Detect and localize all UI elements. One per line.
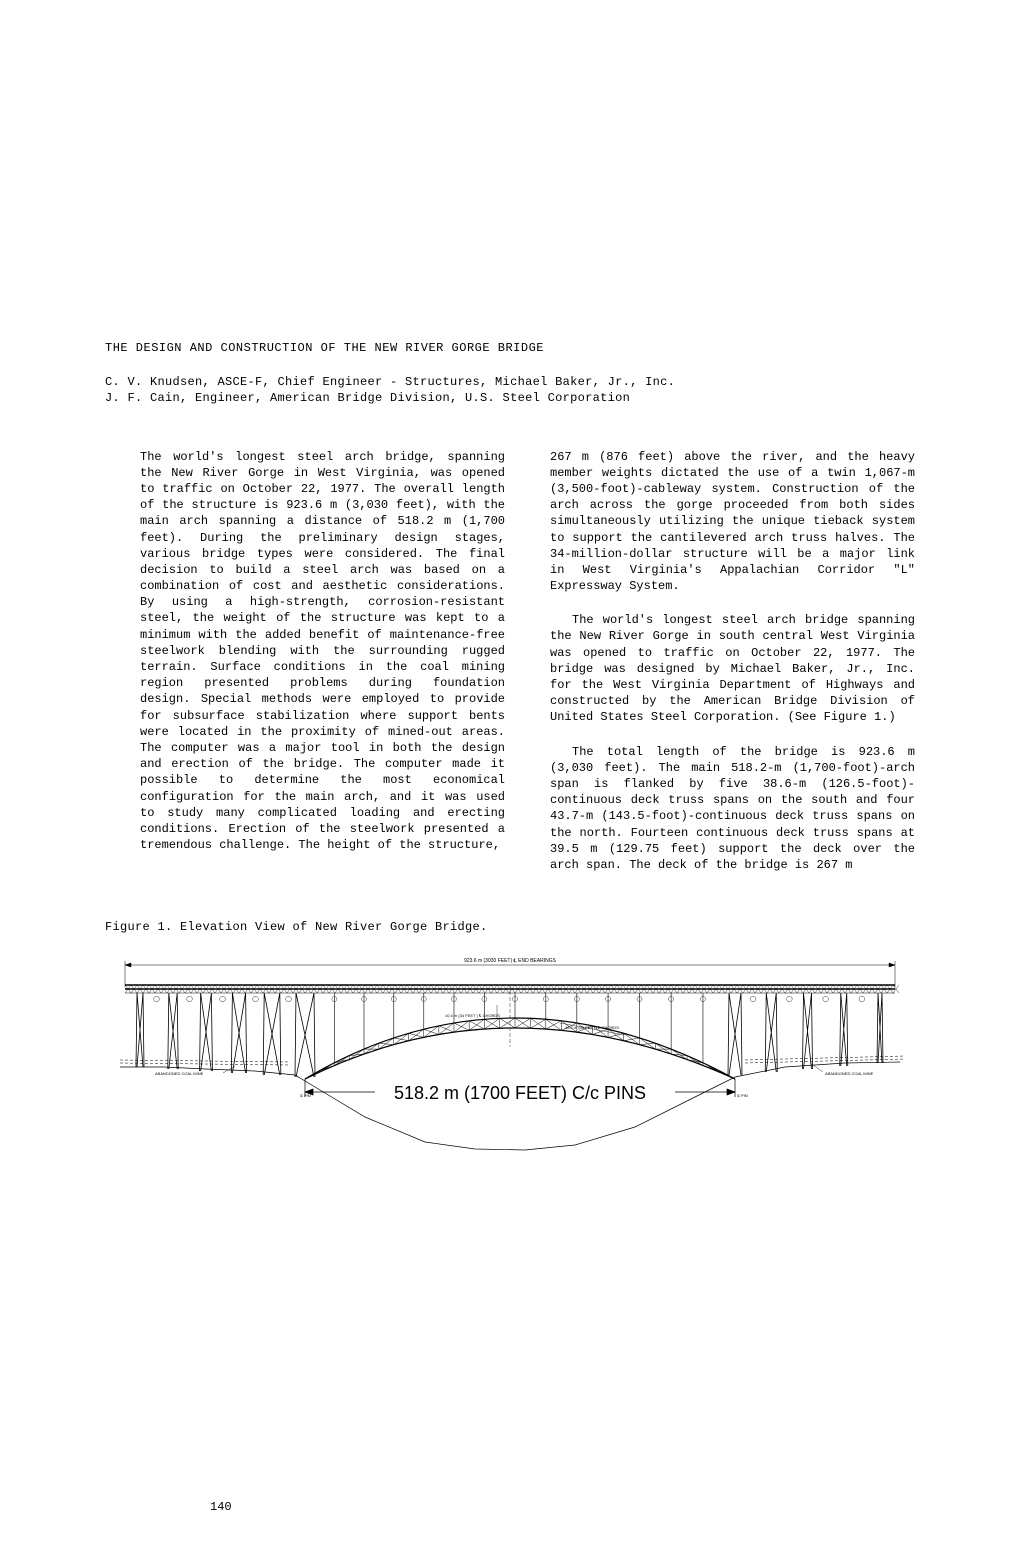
figure-1: 923.6 m (3030 FEET) ℄ END BEARINGS [105,947,915,1157]
left-column: The world's longest steel arch bridge, s… [105,449,505,892]
text-columns: The world's longest steel arch bridge, s… [105,449,915,892]
page-number: 140 [210,1499,232,1515]
right-column: 267 m (876 feet) above the river, and th… [550,449,915,892]
body-paragraph-1: The world's longest steel arch bridge sp… [550,612,915,725]
abstract-paragraph: The world's longest steel arch bridge, s… [140,449,505,854]
paper-title: THE DESIGN AND CONSTRUCTION OF THE NEW R… [105,340,915,356]
chord-label-1: 10.4 m (34 FEET ) ℄ CHORDS [445,1013,500,1018]
author-line-1: C. V. Knudsen, ASCE-F, Chief Engineer - … [105,374,915,390]
author-block: C. V. Knudsen, ASCE-F, Chief Engineer - … [105,374,915,406]
bridge-elevation-svg: 923.6 m (3030 FEET) ℄ END BEARINGS [105,947,915,1157]
author-line-2: J. F. Cain, Engineer, American Bridge Di… [105,390,915,406]
chord-label-2: 16.3 m (53 FEET) ℄ CHORDS [565,1025,619,1030]
figure-caption: Figure 1. Elevation View of New River Go… [105,919,915,935]
abstract-continuation: 267 m (876 feet) above the river, and th… [550,449,915,595]
main-span-label: 518.2 m (1700 FEET) C/c PINS [394,1083,646,1103]
mine-label-left: ABANDONED COAL MINE [155,1071,204,1076]
pin-label-right: ₵ PIN [737,1093,748,1098]
body-paragraph-2: The total length of the bridge is 923.6 … [550,744,915,874]
top-dim-label: 923.6 m (3030 FEET) ℄ END BEARINGS [464,958,557,964]
mine-label-right: ABANDONED COAL MINE [825,1071,874,1076]
